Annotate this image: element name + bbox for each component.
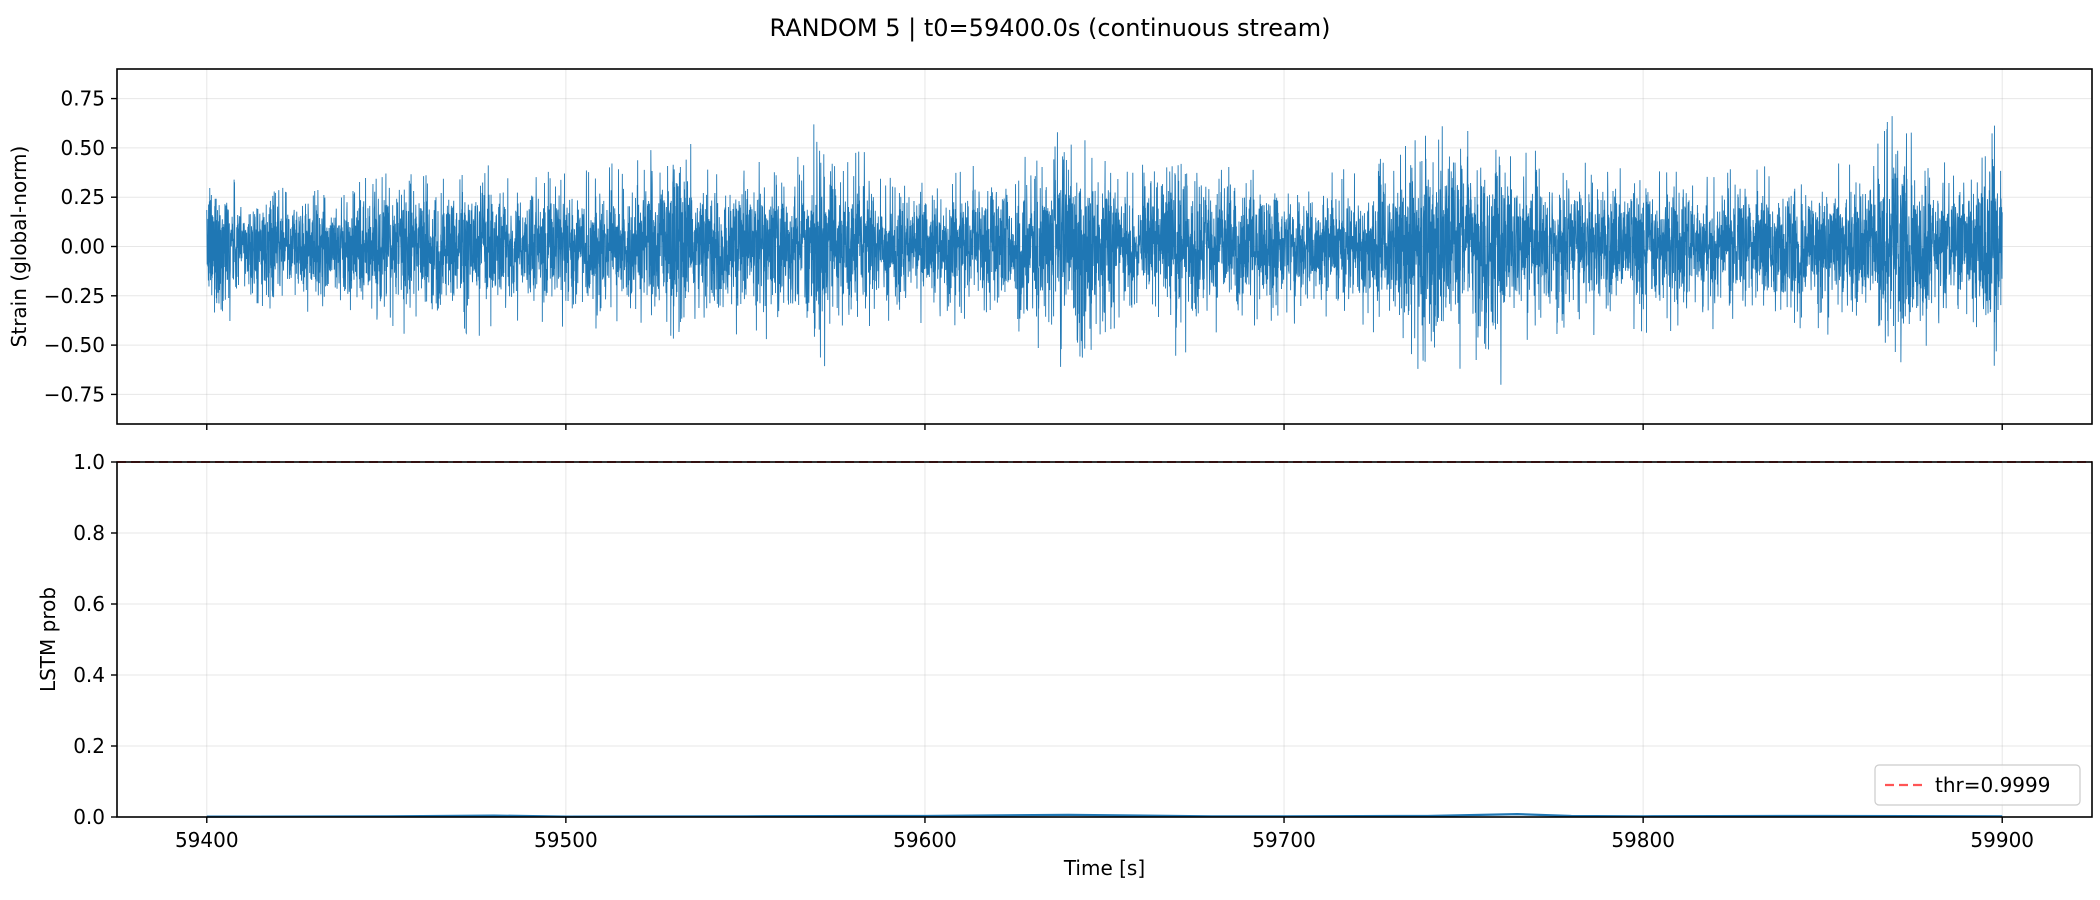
figure-title: RANDOM 5 | t0=59400.0s (continuous strea… bbox=[769, 14, 1330, 42]
strain-panel: −0.75 −0.50 −0.25 0.00 0.25 0.50 0.75 Strain (… bbox=[7, 68, 2093, 430]
lstm-y-tick-label: 0.6 bbox=[73, 592, 105, 616]
strain-line bbox=[206, 116, 2003, 385]
strain-y-tick-label: −0.75 bbox=[44, 382, 105, 406]
lstm-y-axis-label: LSTM prob bbox=[36, 587, 60, 692]
strain-y-tick-label: 0.75 bbox=[60, 87, 105, 111]
lstm-y-tick-label: 0.2 bbox=[73, 734, 105, 758]
lstm-y-tick-label: 0.8 bbox=[73, 521, 105, 545]
lstm-x-tick-label: 59400 bbox=[175, 828, 239, 852]
lstm-x-tick-label: 59900 bbox=[1970, 828, 2034, 852]
legend-box bbox=[1874, 764, 2081, 806]
lstm-panel: 59400 59500 59600 59700 59800 59900 0.0 0.2 0.4 0… bbox=[36, 450, 2093, 880]
legend: thr=0.9999 bbox=[1874, 764, 2081, 806]
lstm-grid bbox=[117, 461, 2092, 818]
lstm-x-tick-label: 59800 bbox=[1611, 828, 1675, 852]
lstm-y-tick-label: 0.0 bbox=[73, 805, 105, 829]
lstm-y-tick-label: 0.4 bbox=[73, 663, 105, 687]
lstm-x-tick-label: 59600 bbox=[893, 828, 957, 852]
legend-threshold-label: thr=0.9999 bbox=[1935, 773, 2050, 797]
strain-y-tick-label: 0.25 bbox=[60, 185, 105, 209]
lstm-series bbox=[117, 461, 2092, 818]
lstm-x-tick-label: 59500 bbox=[534, 828, 598, 852]
time-x-axis-label: Time [s] bbox=[1063, 856, 1145, 880]
strain-axes-frame bbox=[116, 68, 2093, 425]
strain-series bbox=[206, 116, 2003, 385]
strain-y-tick-label: 0.00 bbox=[60, 235, 105, 259]
lstm-y-tick-label: 1.0 bbox=[73, 450, 105, 474]
strain-y-tick-label: 0.50 bbox=[60, 136, 105, 160]
lstm-x-tick-label: 59700 bbox=[1252, 828, 1316, 852]
strain-y-axis-label: Strain (global-norm) bbox=[7, 146, 31, 348]
strain-y-tick-label: −0.50 bbox=[44, 333, 105, 357]
strain-y-tick-label: −0.25 bbox=[44, 284, 105, 308]
lstm-ticks: 59400 59500 59600 59700 59800 59900 0.0 0.2 0.4 0… bbox=[73, 450, 2034, 852]
strain-ticks: −0.75 −0.50 −0.25 0.00 0.25 0.50 0.75 bbox=[44, 87, 2003, 430]
lstm-axes-frame bbox=[116, 461, 2093, 818]
